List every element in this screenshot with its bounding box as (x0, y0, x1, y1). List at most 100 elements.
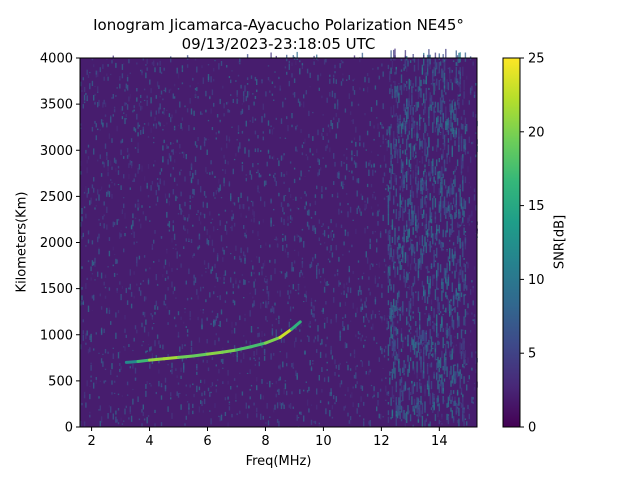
noise-cell (262, 289, 264, 291)
noise-cell (296, 414, 298, 421)
noise-cell (436, 229, 438, 241)
noise-cell (163, 265, 165, 269)
noise-cell (437, 403, 439, 407)
noise-cell (333, 181, 335, 185)
noise-cell (472, 401, 474, 404)
noise-cell (391, 315, 394, 327)
noise-cell (369, 369, 371, 373)
noise-cell (460, 387, 463, 395)
noise-cell (466, 285, 468, 291)
noise-cell (193, 253, 195, 256)
noise-cell (398, 254, 400, 264)
noise-cell (276, 290, 279, 294)
noise-cell (352, 270, 354, 274)
noise-cell (443, 400, 446, 402)
noise-cell (214, 286, 216, 288)
noise-cell (395, 177, 397, 185)
noise-cell (458, 397, 460, 406)
noise-cell (393, 138, 395, 150)
noise-cell (404, 277, 407, 288)
noise-cell (459, 255, 461, 267)
noise-cell (283, 153, 285, 156)
noise-cell (128, 287, 130, 290)
noise-cell (439, 133, 442, 135)
noise-cell (385, 399, 387, 401)
noise-cell (434, 233, 437, 240)
noise-cell (219, 121, 221, 124)
noise-cell (280, 271, 283, 274)
noise-cell (100, 358, 103, 364)
noise-cell (424, 384, 426, 397)
noise-cell (244, 232, 246, 235)
noise-cell (447, 67, 450, 70)
noise-cell (421, 369, 424, 379)
noise-cell (469, 343, 472, 346)
noise-cell (196, 213, 198, 215)
noise-cell (288, 404, 290, 408)
noise-cell (370, 150, 373, 153)
noise-cell (211, 357, 214, 360)
noise-cell (260, 150, 262, 152)
noise-cell (81, 295, 83, 300)
noise-cell (123, 248, 125, 253)
noise-cell (133, 337, 135, 342)
noise-cell (432, 122, 434, 133)
noise-cell (256, 255, 258, 259)
noise-cell (416, 341, 418, 345)
noise-cell (390, 225, 392, 227)
noise-cell (159, 67, 161, 73)
noise-cell (403, 183, 405, 187)
noise-cell (316, 148, 318, 153)
noise-cell (406, 99, 408, 110)
noise-cell (400, 123, 403, 134)
noise-cell (334, 71, 336, 74)
noise-cell (190, 297, 193, 300)
noise-cell (134, 173, 137, 178)
noise-cell (443, 208, 446, 213)
noise-cell (176, 139, 178, 143)
noise-cell (433, 373, 435, 379)
noise-cell (153, 141, 155, 144)
noise-cell (170, 142, 172, 145)
noise-cell (454, 270, 456, 279)
noise-cell (269, 416, 271, 418)
noise-cell (456, 55, 459, 67)
noise-cell (196, 364, 198, 369)
noise-cell (454, 246, 456, 255)
noise-cell (273, 208, 275, 211)
noise-cell (473, 318, 476, 325)
noise-cell (335, 396, 337, 402)
noise-cell (459, 83, 461, 93)
noise-cell (437, 333, 439, 337)
x-tick-label: 10 (315, 434, 332, 449)
noise-cell (183, 365, 185, 370)
noise-cell (159, 122, 161, 125)
noise-cell (468, 214, 470, 222)
noise-cell (202, 201, 204, 208)
noise-cell (98, 396, 100, 399)
noise-cell (220, 359, 223, 363)
noise-cell (361, 275, 364, 280)
noise-cell (434, 110, 437, 113)
noise-cell (218, 369, 220, 374)
colorbar-tick-label: 0 (528, 421, 536, 436)
noise-cell (466, 363, 468, 365)
noise-cell (438, 53, 440, 60)
noise-cell (213, 102, 215, 107)
noise-cell (436, 144, 438, 152)
noise-cell (342, 321, 344, 327)
noise-cell (437, 380, 439, 390)
noise-cell (98, 248, 100, 255)
colorbar-tick-label: 10 (528, 273, 545, 288)
noise-cell (360, 385, 362, 389)
noise-cell (459, 211, 461, 218)
noise-cell (226, 221, 228, 224)
noise-cell (455, 371, 457, 384)
noise-cell (201, 401, 203, 406)
noise-cell (424, 148, 426, 156)
noise-cell (425, 306, 427, 311)
noise-cell (451, 375, 453, 384)
noise-cell (156, 306, 159, 310)
noise-cell (250, 384, 253, 387)
